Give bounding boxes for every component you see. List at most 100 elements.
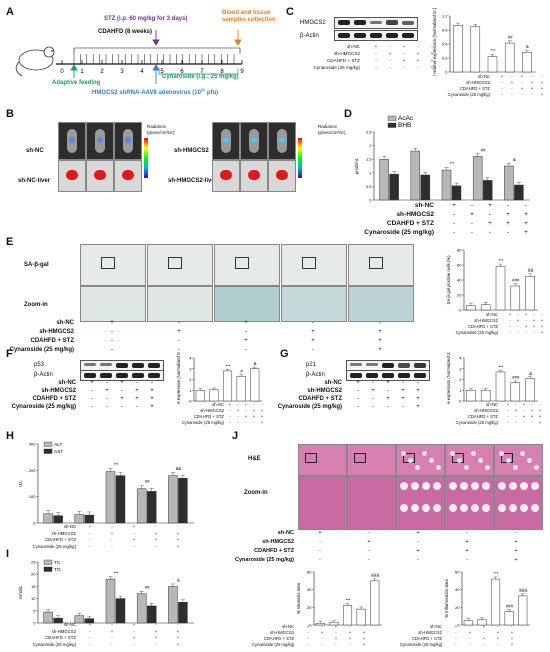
group-cell: + — [378, 347, 382, 353]
group-cell: - — [91, 404, 93, 410]
group-cell: - — [511, 86, 513, 91]
group-cell: - — [237, 414, 239, 419]
y-tick-label: 1 — [459, 388, 462, 393]
group-cell: - — [245, 347, 247, 353]
group-cell: - — [155, 543, 157, 549]
week-tick-label: 5 — [160, 69, 164, 75]
group-cell: + — [514, 557, 518, 563]
group-cell: - — [375, 65, 377, 70]
bar — [477, 619, 487, 626]
stz-arrow — [152, 30, 160, 46]
group-cell: + — [430, 58, 434, 63]
group-cell: - — [417, 539, 419, 545]
he-zoom-image — [298, 476, 347, 530]
group-cell: - — [455, 642, 457, 647]
group-cell: + — [468, 630, 472, 635]
group-cell: + — [488, 220, 492, 227]
group-cell: + — [510, 630, 514, 635]
group-cell: + — [506, 402, 510, 407]
panel-f-label: F — [6, 348, 13, 360]
bar — [115, 475, 126, 524]
group-cell: - — [511, 624, 513, 629]
adaptive-arrow — [70, 64, 78, 78]
group-cell: + — [540, 330, 544, 335]
group-cell: - — [91, 396, 93, 402]
sagal-image — [147, 244, 213, 286]
group-cell: + — [524, 229, 528, 236]
bar-chart-steatosis: 0 20 40 60 % steatosis area *** &&& — [296, 570, 382, 628]
panel-j-label: J — [232, 430, 239, 442]
ivis-liver-image — [58, 160, 86, 192]
significance-label: *** — [499, 364, 504, 369]
legend-swatch — [387, 115, 397, 121]
group-cell: + — [356, 380, 360, 386]
group-cell: - — [89, 537, 91, 542]
actin-blot-label-c: β-Actin — [300, 33, 319, 39]
group-cell: - — [372, 380, 374, 386]
bar — [356, 608, 366, 626]
group-cell: + — [362, 636, 366, 641]
group-row-label: Cynaroside (25 mg/kg) — [252, 642, 295, 647]
group-cell: + — [260, 420, 264, 425]
legend-label: TG — [54, 567, 61, 573]
group-cell: + — [530, 86, 534, 91]
group-cell: - — [470, 220, 474, 227]
he-image — [396, 444, 445, 476]
shhmgcs2-liver-label: sh-HMGCS2-liver — [168, 178, 218, 184]
bar — [168, 475, 178, 524]
group-cell: - — [178, 347, 180, 353]
group-row-label: CDAHFD + STZ — [467, 324, 498, 329]
group-cell: - — [509, 324, 511, 329]
group-cell: + — [402, 44, 406, 49]
group-cell: - — [363, 624, 365, 629]
group-cell: - — [417, 380, 419, 386]
group-cell: - — [466, 557, 468, 563]
group-cell: - — [483, 642, 485, 647]
group-row-label: Cynaroside (25 mg/kg) — [181, 420, 224, 425]
week-tick-label: 1 — [80, 69, 84, 75]
panel-h-label: H — [6, 430, 14, 442]
bar — [146, 605, 157, 624]
panel-b-label: B — [6, 108, 14, 120]
group-cell: + — [530, 408, 534, 413]
ivis-liver-image — [212, 160, 240, 192]
y-tick-label: 0 — [33, 621, 36, 626]
group-cell: - — [133, 543, 135, 549]
group-cell: - — [483, 630, 485, 635]
group-cell: - — [136, 380, 138, 386]
group-cell: + — [132, 524, 136, 529]
group-row-label: sh-HMGCS2 — [474, 408, 498, 413]
group-cell: + — [135, 388, 139, 394]
group-cell: + — [154, 635, 158, 640]
group-cell: - — [523, 408, 525, 413]
group-cell: - — [389, 58, 391, 63]
group-cell: - — [253, 402, 255, 407]
legend-label: TC — [54, 560, 61, 566]
group-cell: + — [530, 80, 534, 85]
y-tick-label: 80 — [457, 248, 462, 253]
group-cell: - — [515, 530, 517, 536]
group-row-label: sh-HMGCS2 — [333, 51, 360, 56]
bar — [315, 622, 325, 626]
cdahfd-label: CDAHFD (8 weeks) — [98, 29, 153, 35]
bar — [105, 471, 116, 524]
group-row-label: sh-NC — [478, 74, 490, 79]
timeline-diagram: 0 1 2 3 4 5 6 7 8 9 — [15, 30, 244, 84]
group-cell: - — [431, 44, 433, 49]
group-cell: - — [89, 530, 91, 536]
y-tick-label: 20 — [307, 605, 312, 610]
group-row-label: sh-NC — [282, 624, 294, 629]
group-row-label: Cynaroside (25 mg/kg) — [455, 330, 498, 335]
bar-chart-inflammation: 0 20 40 60 % Inflammation area *** ### &&& — [444, 570, 530, 628]
group-cell: - — [307, 630, 309, 635]
group-row-label: sh-HMGCS2 — [200, 408, 224, 413]
group-row-label: sh-NC — [486, 312, 498, 317]
p53-blot-label: p53 — [34, 362, 45, 368]
group-cell: + — [306, 624, 310, 629]
group-cell: - — [452, 211, 456, 218]
group-cell: + — [378, 338, 382, 344]
significance-label: *** — [491, 48, 496, 53]
bar — [441, 169, 452, 201]
group-cell: + — [416, 396, 420, 402]
group-row-label: CDAHFD + STZ — [32, 396, 77, 402]
